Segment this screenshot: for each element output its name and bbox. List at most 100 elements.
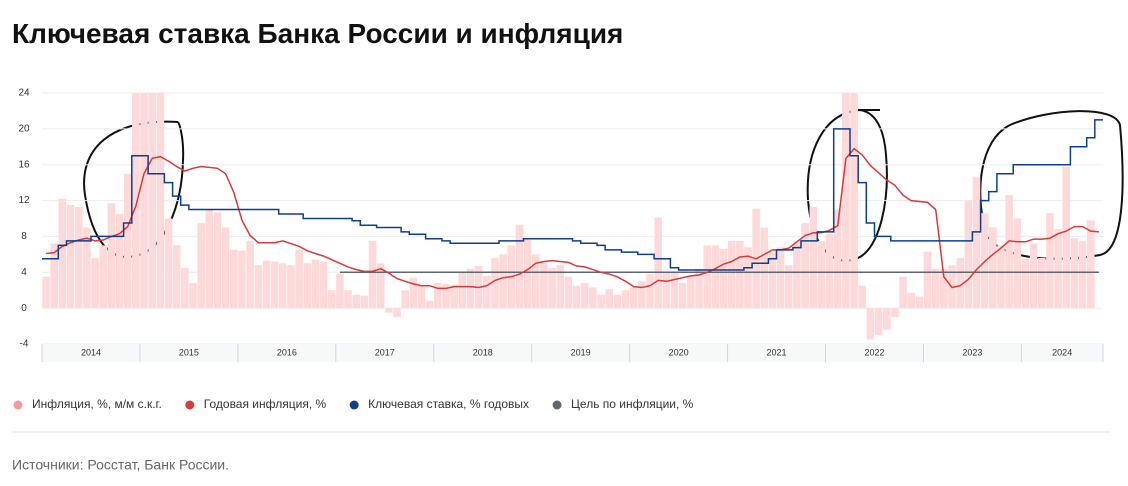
bar	[523, 240, 532, 309]
bar	[899, 276, 907, 309]
bar	[352, 294, 360, 309]
bar	[989, 227, 997, 309]
bar	[450, 284, 458, 309]
y-tick-label: 4	[21, 267, 27, 278]
bar	[336, 274, 344, 309]
bar	[719, 248, 728, 309]
bar	[605, 289, 614, 309]
bar	[287, 265, 295, 309]
x-tick-label: 2018	[473, 347, 493, 357]
bar	[99, 245, 107, 309]
bar	[230, 249, 238, 309]
bar	[115, 214, 124, 309]
bar	[1070, 238, 1079, 309]
bar	[66, 205, 75, 309]
bar	[1062, 166, 1071, 309]
bar	[654, 217, 662, 309]
bar	[817, 240, 826, 309]
chart-title: Ключевая ставка Банка России и инфляция	[12, 18, 623, 49]
bar	[164, 218, 173, 309]
bar	[744, 247, 752, 309]
bar	[703, 245, 711, 309]
bar	[262, 260, 271, 309]
bar	[711, 245, 720, 309]
bar	[401, 290, 409, 309]
x-tick-label: 2022	[864, 347, 884, 357]
bar	[531, 254, 540, 309]
bar	[327, 290, 336, 309]
bar	[629, 287, 638, 309]
bar	[499, 254, 507, 309]
bar	[205, 209, 214, 309]
bar	[646, 274, 654, 309]
bar	[42, 276, 50, 309]
bar	[621, 290, 630, 309]
bar	[189, 283, 197, 309]
bar	[458, 273, 467, 309]
bar	[687, 275, 695, 309]
bar	[311, 259, 320, 309]
bar	[597, 294, 605, 309]
bar	[1005, 195, 1013, 309]
bar	[1013, 218, 1022, 309]
bar	[425, 300, 434, 309]
bar	[580, 283, 589, 309]
bar	[107, 203, 116, 309]
bar	[246, 240, 254, 309]
bar	[907, 292, 915, 309]
bar	[197, 222, 205, 309]
bar	[156, 93, 165, 309]
bar	[360, 295, 369, 309]
legend-marker	[552, 400, 562, 410]
bar	[972, 177, 981, 309]
bar	[833, 209, 842, 309]
x-tick-label: 2014	[81, 347, 101, 357]
legend-label: Цель по инфляции, %	[571, 397, 694, 411]
x-tick-label: 2019	[571, 347, 591, 357]
bar	[793, 240, 801, 309]
x-axis-band	[42, 344, 1103, 362]
y-tick-label: 16	[18, 159, 30, 170]
bar	[442, 283, 450, 309]
bar	[123, 173, 132, 309]
bar	[74, 206, 83, 309]
bar	[434, 283, 442, 309]
y-tick-label: 8	[21, 231, 27, 242]
x-tick-label: 2023	[962, 347, 982, 357]
legend-label: Годовая инфляция, %	[204, 397, 327, 411]
bar	[678, 283, 687, 309]
bar	[891, 308, 899, 318]
bar	[254, 265, 263, 309]
bar	[548, 267, 556, 309]
bar	[319, 261, 328, 309]
bar	[409, 277, 418, 309]
bar	[572, 285, 581, 309]
legend-marker	[185, 400, 195, 410]
bar	[768, 251, 777, 309]
bar	[915, 296, 924, 309]
bar	[695, 268, 703, 309]
bar	[736, 240, 744, 309]
y-tick-label: 20	[18, 123, 30, 134]
bar	[344, 290, 352, 309]
legend-marker	[13, 400, 23, 410]
bar	[785, 265, 793, 309]
bar	[882, 308, 891, 330]
bar	[83, 227, 91, 309]
bar	[140, 93, 148, 309]
x-tick-label: 2017	[375, 347, 395, 357]
bar	[1054, 229, 1062, 309]
bar	[825, 233, 834, 309]
bar	[148, 93, 156, 309]
bar	[1046, 213, 1054, 309]
bar	[670, 271, 679, 309]
bar	[515, 224, 524, 309]
bar	[213, 212, 222, 309]
bar	[842, 93, 850, 309]
bar	[850, 93, 858, 309]
bar	[1086, 220, 1095, 309]
bar	[466, 268, 475, 309]
bar	[940, 268, 948, 309]
bar	[662, 272, 671, 309]
bar	[923, 251, 932, 309]
